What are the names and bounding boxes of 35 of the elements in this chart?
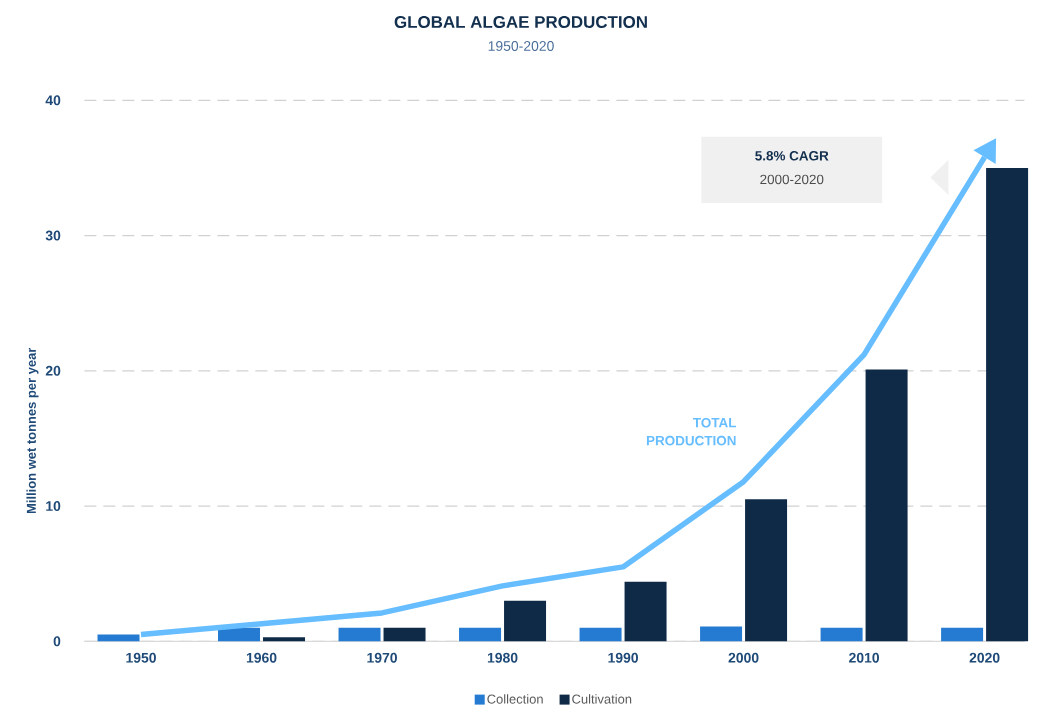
legend-label: Collection bbox=[487, 694, 543, 704]
chart-title: GLOBAL ALGAE PRODUCTION bbox=[394, 15, 647, 28]
x-tick-label: 2010 bbox=[849, 652, 880, 663]
bar bbox=[383, 627, 426, 642]
bar bbox=[941, 627, 984, 642]
y-tick-label: 10 bbox=[46, 501, 61, 511]
bar bbox=[263, 637, 306, 642]
x-tick-label: 1970 bbox=[367, 652, 397, 663]
bar bbox=[986, 167, 1029, 642]
bar bbox=[700, 626, 743, 642]
x-tick-label: 2000 bbox=[728, 652, 759, 663]
annotation: 2000-2020 bbox=[760, 174, 824, 185]
legend-label: Cultivation bbox=[572, 694, 632, 704]
bar bbox=[338, 627, 381, 642]
annotation: 5.8% CAGR bbox=[755, 151, 829, 161]
y-axis-title: Million wet tonnes per year bbox=[26, 347, 39, 514]
chart-subtitle: 1950-2020 bbox=[488, 41, 554, 51]
bar bbox=[579, 627, 622, 642]
bar bbox=[504, 600, 547, 642]
text: TOTAL PRODUCTION bbox=[646, 417, 737, 446]
y-tick-label: 30 bbox=[45, 230, 61, 241]
bar bbox=[218, 627, 261, 642]
y-tick-label: 0 bbox=[53, 636, 61, 647]
x-tick-label: 1980 bbox=[487, 652, 518, 663]
bar bbox=[459, 627, 502, 642]
x-tick-label: 1990 bbox=[608, 652, 638, 663]
x-tick-label: 2020 bbox=[969, 652, 1000, 663]
bar bbox=[820, 627, 863, 642]
bar bbox=[745, 499, 788, 642]
bar bbox=[865, 369, 908, 642]
x-tick-label: 1960 bbox=[246, 652, 277, 663]
y-tick-label: 40 bbox=[45, 95, 61, 106]
x-tick-label: 1950 bbox=[126, 652, 156, 663]
y-tick-label: 20 bbox=[45, 365, 61, 376]
bar bbox=[624, 581, 667, 642]
